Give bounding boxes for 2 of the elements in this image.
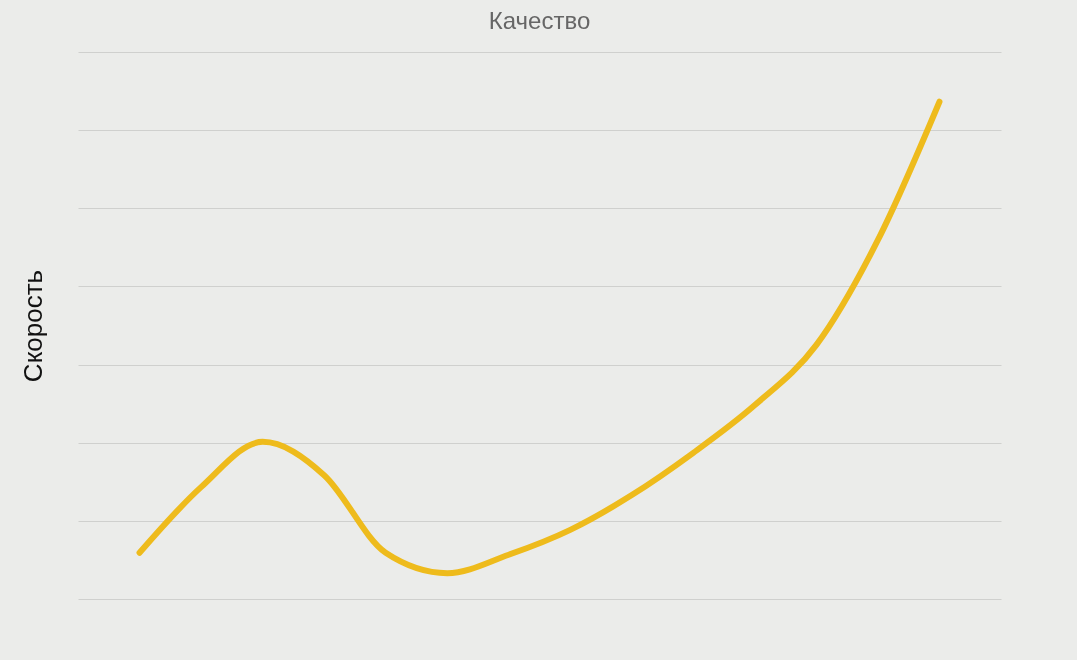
chart-title: Качество — [488, 7, 591, 34]
y-axis-title: Скорость — [17, 269, 48, 383]
